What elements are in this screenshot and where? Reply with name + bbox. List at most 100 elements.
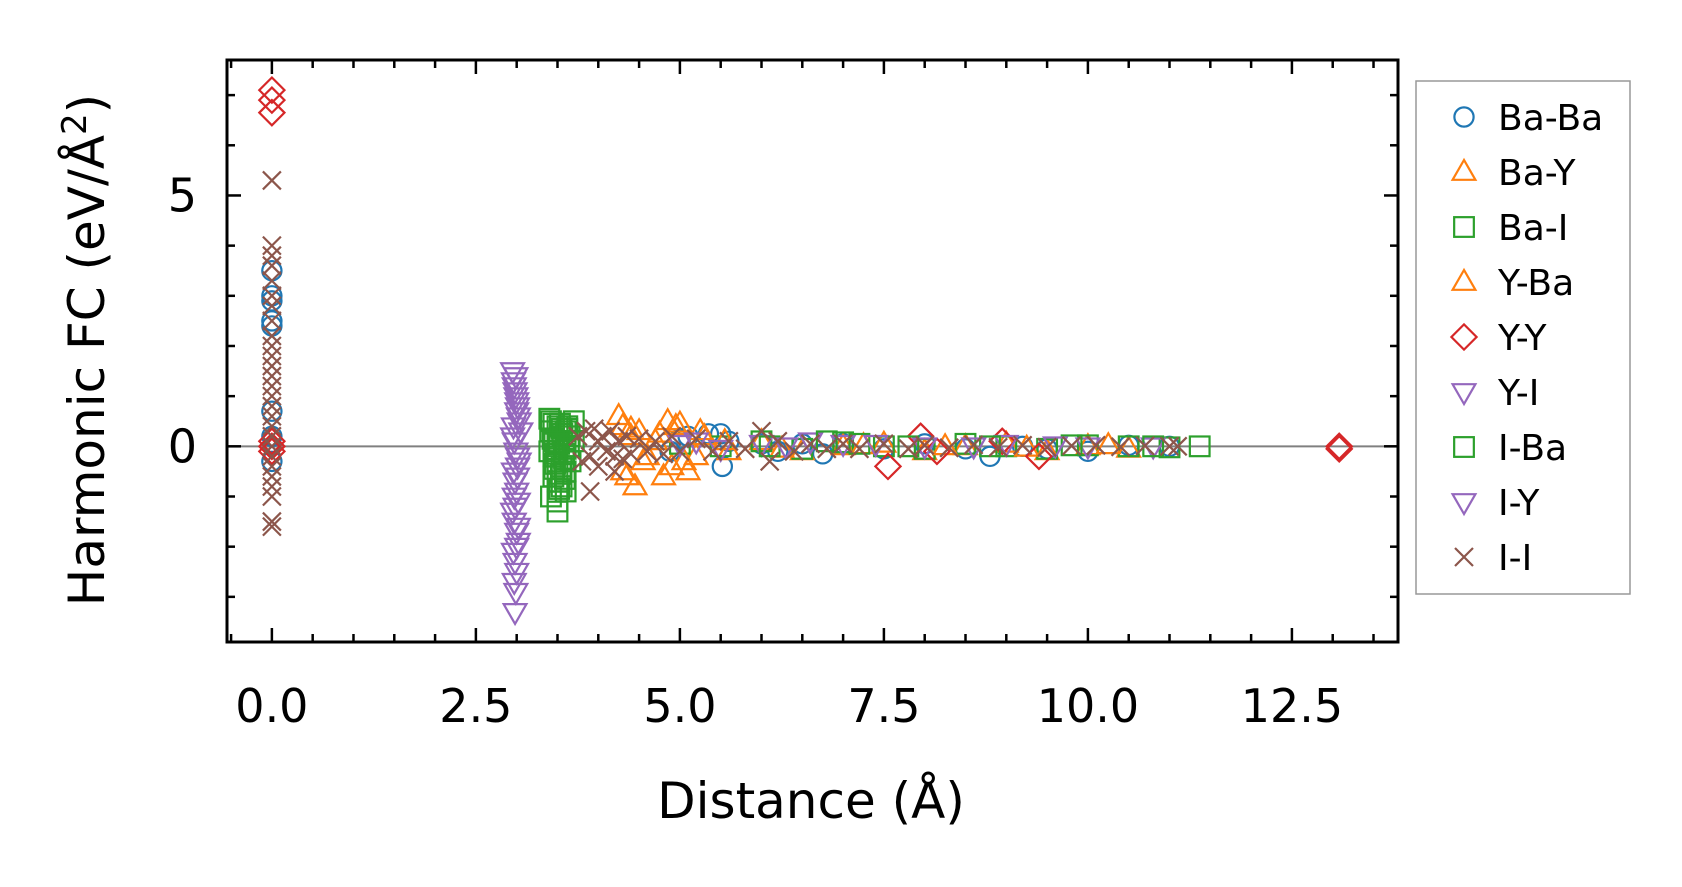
data-point (897, 435, 920, 458)
data-point (670, 447, 698, 471)
data-point (629, 429, 649, 449)
data-point (719, 431, 739, 452)
data-point (1076, 434, 1099, 457)
legend-marker-i-i (1454, 547, 1474, 567)
data-point (768, 434, 796, 458)
data-point (1167, 436, 1188, 457)
data-point (873, 452, 903, 481)
legend-item: Y-Y (1449, 318, 1547, 359)
data-point (262, 376, 282, 396)
legend-item: I-I (1454, 538, 1532, 579)
legend-label: I-I (1498, 538, 1532, 579)
legend-item: Ba-Y (1450, 153, 1576, 194)
data-point (1325, 432, 1354, 461)
data-point (621, 472, 649, 496)
legend-label: Ba-Ba (1498, 98, 1603, 139)
data-point (653, 444, 674, 464)
data-point (874, 434, 894, 454)
data-point (546, 490, 569, 513)
data-point (559, 450, 582, 473)
legend-label: Ba-I (1498, 208, 1568, 249)
data-point (501, 602, 529, 627)
data-point (262, 426, 282, 447)
data-point (261, 450, 283, 473)
legend-label: Y-I (1497, 373, 1539, 414)
data-point (262, 511, 282, 532)
legend-marker-ba-y (1450, 157, 1478, 181)
data-point (707, 439, 734, 464)
data-point (262, 386, 282, 406)
legend-marker-ba-ba (1453, 106, 1475, 128)
data-point (262, 476, 282, 497)
data-point (1086, 435, 1106, 456)
legend-marker-y-i (1450, 383, 1478, 407)
data-point (637, 441, 658, 462)
plot-frame (225, 58, 1400, 644)
data-point (960, 437, 987, 461)
data-point (262, 296, 282, 316)
data-point (621, 444, 641, 464)
data-point (751, 421, 772, 442)
data-point (588, 456, 609, 477)
data-point (588, 431, 609, 452)
x-tick-label: 5.0 (643, 679, 716, 733)
x-tick-label: 7.5 (847, 679, 920, 733)
y-axis-label: Harmonic FC (eV/Å2) (55, 94, 116, 606)
data-point (262, 456, 282, 477)
data-point (617, 426, 637, 447)
data-point (262, 170, 282, 191)
data-point (815, 430, 838, 453)
data-point (257, 432, 287, 461)
legend-item: Ba-Ba (1453, 98, 1603, 139)
data-point (262, 336, 282, 356)
data-point (548, 478, 571, 500)
legend-label: I-Y (1498, 483, 1540, 524)
data-point (262, 446, 282, 467)
legend-label: I-Ba (1498, 428, 1567, 469)
data-point (504, 467, 531, 491)
data-point (557, 435, 580, 458)
data-point (262, 346, 282, 366)
data-point (257, 75, 287, 105)
data-point (686, 429, 706, 449)
series-i-i (262, 170, 1188, 537)
data-point (833, 434, 853, 454)
data-point (262, 396, 282, 416)
data-point (262, 235, 282, 256)
x-tick-label: 0.0 (235, 679, 308, 733)
data-point (262, 416, 282, 437)
data-point (262, 436, 282, 457)
x-axis-label: Distance (Å) (657, 772, 965, 830)
data-point (666, 409, 694, 433)
data-point (262, 366, 282, 386)
data-point (546, 432, 569, 455)
data-point (262, 311, 282, 331)
legend-marker-i-ba (1453, 436, 1475, 458)
data-point (1041, 436, 1069, 460)
data-point (661, 426, 682, 447)
data-point (261, 310, 283, 332)
data-point (784, 441, 804, 462)
data-point (580, 481, 600, 502)
data-point (261, 400, 283, 422)
legend-item: I-Ba (1453, 428, 1567, 469)
data-point (262, 286, 282, 306)
data-point (503, 537, 530, 561)
data-point (502, 367, 530, 391)
data-point (645, 431, 666, 452)
legend-marker-y-y (1449, 322, 1479, 352)
legend-item: Y-Ba (1450, 263, 1574, 304)
legend-marker-i-y (1450, 493, 1478, 517)
y-axis-label-end: ) (58, 94, 116, 114)
data-point (262, 466, 282, 487)
data-point (1110, 437, 1131, 457)
data-point (503, 402, 530, 426)
data-point (1135, 436, 1155, 456)
data-point (939, 438, 959, 458)
data-point (262, 270, 282, 291)
data-point (600, 421, 621, 442)
legend-item: Ba-I (1453, 208, 1568, 249)
data-point (870, 429, 898, 453)
